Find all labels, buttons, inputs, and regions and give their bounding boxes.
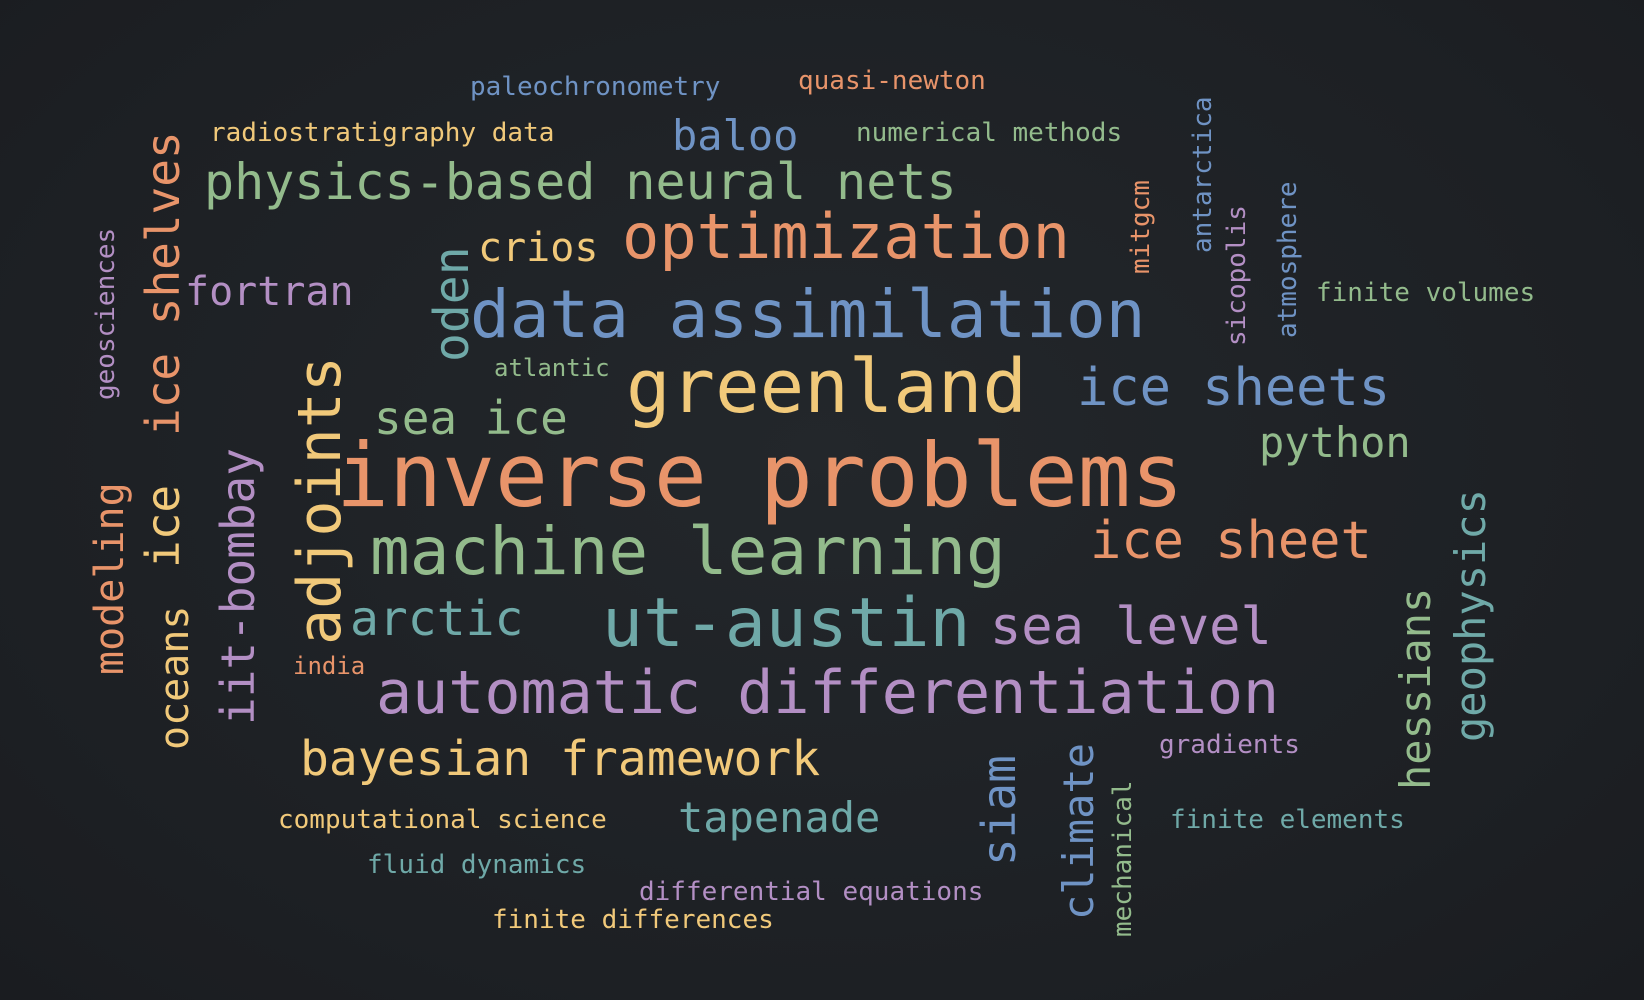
word-atlantic: atlantic bbox=[494, 354, 610, 382]
word-adjoints: adjoints bbox=[285, 356, 355, 645]
word-climate: climate bbox=[1054, 742, 1103, 920]
word-sea-ice: sea ice bbox=[374, 391, 568, 445]
word-siam: siam bbox=[972, 755, 1026, 866]
word-oden: oden bbox=[424, 246, 480, 362]
word-gradients: gradients bbox=[1159, 730, 1300, 760]
word-bayesian-framework: bayesian framework bbox=[300, 731, 821, 787]
word-india: india bbox=[293, 652, 366, 680]
word-tapenade: tapenade bbox=[678, 793, 881, 842]
word-physics-based-neural-nets: physics-based neural nets bbox=[204, 153, 957, 211]
word-automatic-differentiation: automatic differentiation bbox=[376, 658, 1280, 728]
word-modeling: modeling bbox=[87, 482, 133, 675]
word-paleochronometry: paleochronometry bbox=[470, 72, 721, 102]
word-computational-science: computational science bbox=[278, 805, 607, 835]
word-mechanical: mechanical bbox=[1108, 780, 1138, 937]
word-inverse-problems: inverse problems bbox=[336, 424, 1184, 527]
word-machine-learning: machine learning bbox=[370, 513, 1006, 590]
word-ice-sheet: ice sheet bbox=[1090, 511, 1372, 571]
word-greenland: greenland bbox=[626, 344, 1027, 430]
word-ice: ice bbox=[136, 484, 190, 568]
word-atmosphere: atmosphere bbox=[1273, 181, 1303, 338]
word-finite-differences: finite differences bbox=[492, 905, 774, 935]
word-mitgcm: mitgcm bbox=[1126, 180, 1156, 274]
word-baloo: baloo bbox=[672, 111, 799, 160]
word-finite-elements: finite elements bbox=[1170, 805, 1405, 835]
word-numerical-methods: numerical methods bbox=[856, 118, 1123, 148]
word-optimization: optimization bbox=[622, 200, 1070, 273]
word-differential-equations: differential equations bbox=[639, 877, 984, 907]
word-python: python bbox=[1259, 418, 1411, 467]
word-arctic: arctic bbox=[350, 591, 524, 647]
word-finite-volumes: finite volumes bbox=[1316, 278, 1536, 308]
word-geosciences: geosciences bbox=[91, 227, 121, 400]
word-data-assimilation: data assimilation bbox=[470, 276, 1146, 353]
word-quasi-newton: quasi-newton bbox=[798, 66, 986, 96]
word-ice-sheets: ice sheets bbox=[1077, 358, 1391, 418]
word-geophysics: geophysics bbox=[1446, 489, 1495, 742]
word-iit-bombay: iit-bombay bbox=[211, 448, 265, 725]
word-antarctica: antarctica bbox=[1188, 96, 1218, 253]
word-sicopolis: sicopolis bbox=[1222, 205, 1252, 346]
word-sea-level: sea level bbox=[990, 597, 1272, 657]
word-crios: crios bbox=[478, 225, 599, 271]
word-ut-austin: ut-austin bbox=[602, 584, 971, 663]
word-fortran: fortran bbox=[185, 269, 354, 315]
word-ice-shelves: ice shelves bbox=[136, 131, 190, 436]
word-radiostratigraphy-data: radiostratigraphy data bbox=[210, 118, 555, 148]
word-fluid-dynamics: fluid dynamics bbox=[367, 850, 587, 880]
word-hessians: hessians bbox=[1391, 587, 1440, 790]
word-oceans: oceans bbox=[152, 605, 198, 751]
